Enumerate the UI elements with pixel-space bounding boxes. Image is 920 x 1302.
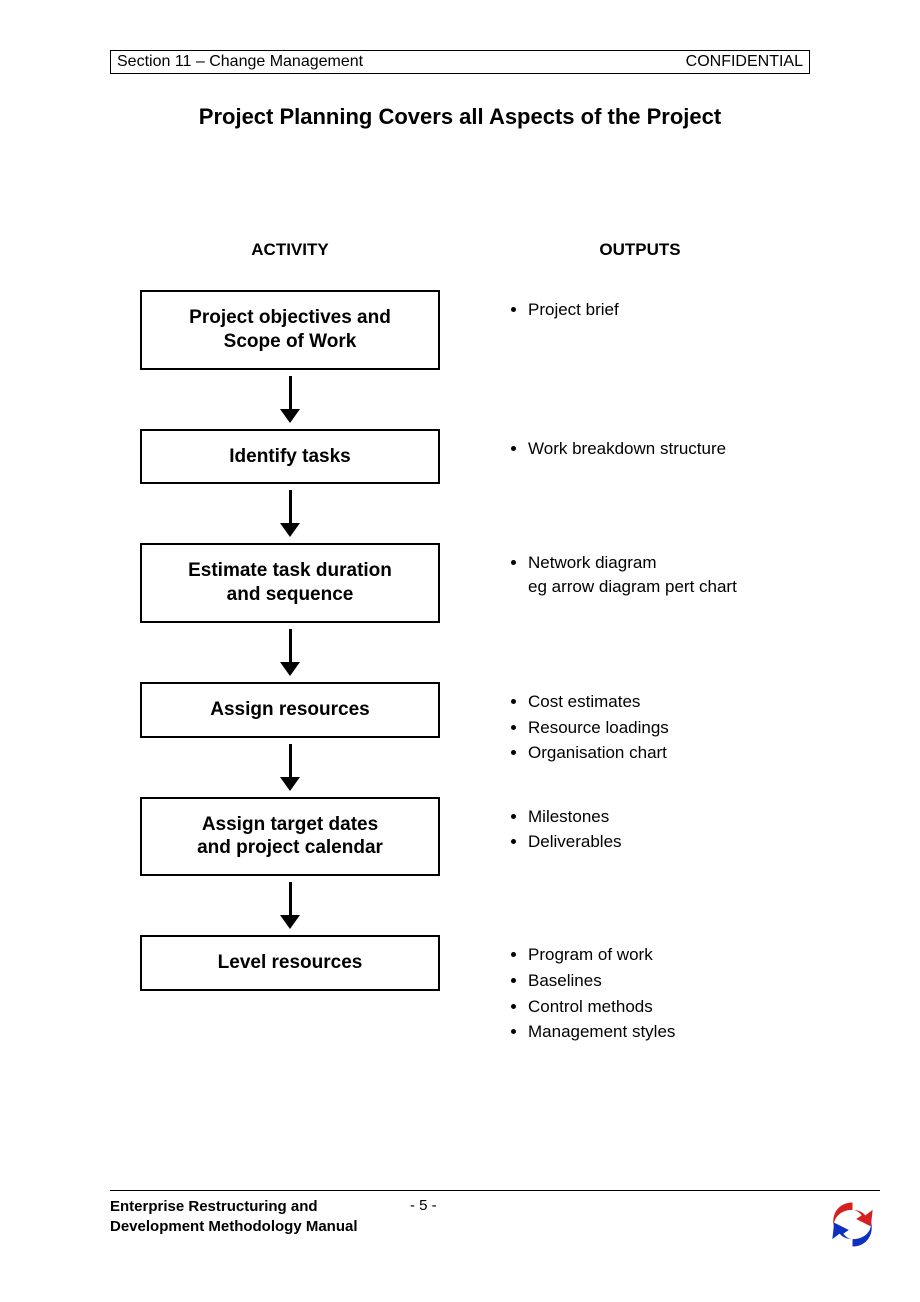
activity-box: Assign target datesand project calendar [140,797,440,877]
outputs-list: MilestonesDeliverables [500,805,810,855]
activity-column: Assign resources [110,682,470,797]
outputs-column: Work breakdown structure [470,429,810,463]
output-item: Program of work [528,943,810,967]
output-item: Cost estimates [528,690,810,714]
page-header: Section 11 – Change Management CONFIDENT… [110,50,810,74]
activity-box: Identify tasks [140,429,440,485]
output-item: Control methods [528,995,810,1019]
activity-column: Identify tasks [110,429,470,544]
activity-box-line1: Identify tasks [152,445,428,469]
down-arrow-icon [280,882,300,929]
output-item: Network diagrameg arrow diagram pert cha… [528,551,810,599]
activity-column: Assign target datesand project calendar [110,797,470,936]
flowchart-row: Assign target datesand project calendar M… [110,797,810,936]
column-headers: ACTIVITY OUTPUTS [110,240,810,260]
footer-rule [110,1190,880,1191]
outputs-column-header: OUTPUTS [470,240,810,260]
footer-page-number: - 5 - [410,1197,825,1214]
outputs-column: Network diagrameg arrow diagram pert cha… [470,543,810,601]
activity-box-line2: and sequence [152,583,428,607]
footer-title-line2: Development Methodology Manual [110,1218,358,1235]
outputs-column: Program of workBaselinesControl methodsM… [470,935,810,1046]
page-title: Project Planning Covers all Aspects of t… [110,104,810,130]
output-item: Project brief [528,298,810,322]
flowchart-row: Project objectives andScope of WorkProje… [110,290,810,429]
flowchart-row: Identify tasks Work breakdown structure [110,429,810,544]
activity-box-line2: and project calendar [152,836,428,860]
flowchart-row: Level resources Program of workBaselinesC… [110,935,810,1046]
outputs-list: Cost estimatesResource loadingsOrganisat… [500,690,810,765]
footer-logo-icon [825,1197,880,1252]
output-item: Work breakdown structure [528,437,810,461]
down-arrow-icon [280,490,300,537]
activity-box-line2: Scope of Work [152,330,428,354]
output-item: Resource loadings [528,716,810,740]
activity-box: Project objectives andScope of Work [140,290,440,370]
document-page: Section 11 – Change Management CONFIDENT… [0,0,920,1302]
activity-box: Estimate task durationand sequence [140,543,440,623]
output-item-subtext: eg arrow diagram pert chart [528,575,810,599]
outputs-column: Cost estimatesResource loadingsOrganisat… [470,682,810,767]
footer-title-line1: Enterprise Restructuring and [110,1198,318,1215]
activity-box: Level resources [140,935,440,991]
outputs-column: Project brief [470,290,810,324]
outputs-list: Work breakdown structure [500,437,810,461]
activity-box-line1: Assign target dates [152,813,428,837]
flowchart-row: Estimate task durationand sequence Networ… [110,543,810,682]
output-item: Management styles [528,1020,810,1044]
output-item: Organisation chart [528,741,810,765]
output-item: Baselines [528,969,810,993]
activity-column: Estimate task durationand sequence [110,543,470,682]
down-arrow-icon [280,376,300,423]
activity-box-line1: Project objectives and [152,306,428,330]
activity-box-line1: Estimate task duration [152,559,428,583]
outputs-list: Network diagrameg arrow diagram pert cha… [500,551,810,599]
activity-box-line1: Level resources [152,951,428,975]
outputs-list: Program of workBaselinesControl methodsM… [500,943,810,1044]
activity-column-header: ACTIVITY [110,240,470,260]
activity-box: Assign resources [140,682,440,738]
output-item: Deliverables [528,830,810,854]
outputs-column: MilestonesDeliverables [470,797,810,857]
footer-manual-title: Enterprise Restructuring and Development… [110,1197,410,1236]
header-section-label: Section 11 – Change Management [117,53,363,71]
header-confidential-label: CONFIDENTIAL [686,53,803,71]
down-arrow-icon [280,744,300,791]
output-item: Milestones [528,805,810,829]
activity-column: Level resources [110,935,470,991]
outputs-list: Project brief [500,298,810,322]
activity-column: Project objectives andScope of Work [110,290,470,429]
flowchart-rows: Project objectives andScope of WorkProje… [110,290,810,1046]
flowchart-row: Assign resources Cost estimatesResource l… [110,682,810,797]
page-footer: Enterprise Restructuring and Development… [110,1190,880,1252]
down-arrow-icon [280,629,300,676]
activity-box-line1: Assign resources [152,698,428,722]
